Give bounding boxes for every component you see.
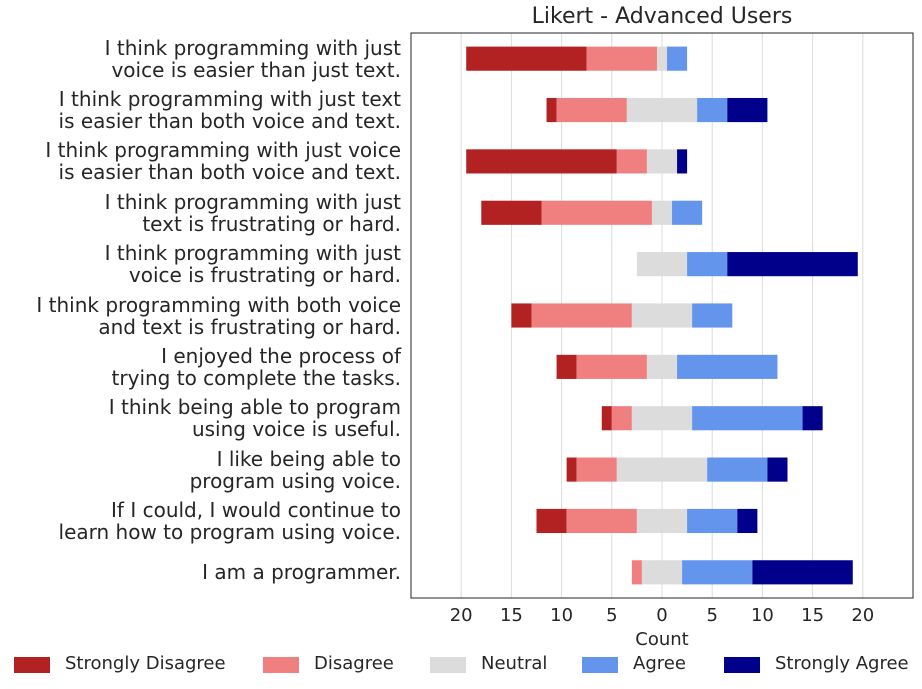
bar-segment <box>707 457 768 482</box>
y-tick-label: I think programming with just voice is e… <box>104 35 401 82</box>
legend-label: Strongly Agree <box>775 653 909 674</box>
bar-segment <box>626 97 698 123</box>
bars-group <box>466 46 858 585</box>
x-tick-label: 15 <box>500 605 523 626</box>
bar-segment <box>511 303 532 328</box>
bar-segment <box>692 406 803 431</box>
bar-segment <box>641 560 683 585</box>
bar-segment <box>727 97 768 123</box>
bar-segment <box>697 97 728 123</box>
bar-segment <box>576 354 647 379</box>
bar-segment <box>636 252 688 277</box>
bar-segment <box>667 46 688 71</box>
bar-segment <box>536 508 567 534</box>
bar-segment <box>576 457 617 482</box>
legend-label: Agree <box>633 653 686 674</box>
bar-segment <box>586 46 657 71</box>
bar-segment <box>682 560 753 585</box>
bar-segment <box>481 200 542 225</box>
bar-segment <box>566 508 637 534</box>
legend-label: Neutral <box>481 653 548 674</box>
bar-segment <box>767 457 788 482</box>
bar-segment <box>672 200 703 225</box>
bar-segment <box>656 46 668 71</box>
x-tick-label: 0 <box>656 605 667 626</box>
bar-segment <box>531 303 632 328</box>
bar-segment <box>631 560 642 585</box>
bar-segment <box>466 149 617 174</box>
y-tick-label: I think being able to program using voic… <box>108 395 401 442</box>
y-tick-label: I think programming with both voice and … <box>36 292 401 339</box>
bar-segment <box>611 406 632 431</box>
bar-segment <box>631 406 693 431</box>
bar-segment <box>646 149 678 174</box>
legend-swatch <box>14 657 50 673</box>
legend-label: Disagree <box>314 653 394 674</box>
legend-swatch <box>263 657 299 673</box>
bar-segment <box>636 508 688 534</box>
bar-segment <box>616 457 708 482</box>
bar-segment <box>566 457 577 482</box>
bar-segment <box>802 406 823 431</box>
x-tick-label: 10 <box>550 605 573 626</box>
x-tick-labels: 20 15 10 5 0 5 10 15 20 <box>450 605 875 626</box>
legend: Strongly Disagree Disagree Neutral Agree Str… <box>0 652 922 680</box>
bar-segment <box>687 508 738 534</box>
bar-segment <box>556 97 627 123</box>
bar-segment <box>616 149 647 174</box>
bar-segment <box>541 200 652 225</box>
y-tick-label: I like being able to program using voice… <box>189 446 401 493</box>
y-tick-label: I enjoyed the process of trying to compl… <box>111 343 401 390</box>
bar-segment <box>677 354 778 379</box>
y-tick-label: I think programming with just voice is f… <box>104 241 401 288</box>
bar-segment <box>646 354 678 379</box>
bar-segment <box>752 560 853 585</box>
bar-segment <box>631 303 693 328</box>
legend-label: Strongly Disagree <box>65 653 226 674</box>
bar-segment <box>466 46 587 71</box>
legend-swatch <box>430 657 466 673</box>
bar-segment <box>737 508 758 534</box>
bar-segment <box>601 406 612 431</box>
chart-title: Likert - Advanced Users <box>532 4 793 29</box>
bar-segment <box>692 303 733 328</box>
bar-segment <box>556 354 577 379</box>
x-tick-label: 15 <box>801 605 824 626</box>
y-tick-label: I think programming with just text is ea… <box>58 87 401 134</box>
x-tick-label: 20 <box>450 605 473 626</box>
y-tick-label: I think programming with just text is fr… <box>104 189 401 236</box>
bar-segment <box>546 97 557 123</box>
x-tick-label: 10 <box>751 605 774 626</box>
bar-segment <box>651 200 673 225</box>
legend-swatch <box>724 657 760 673</box>
bar-segment <box>677 149 688 174</box>
x-tick-label: 5 <box>606 605 617 626</box>
bar-segment <box>727 252 858 277</box>
bar-segment <box>687 252 728 277</box>
legend-swatch <box>582 657 618 673</box>
y-tick-label: If I could, I would continue to learn ho… <box>58 497 401 544</box>
x-tick-label: 5 <box>706 605 717 626</box>
x-tick-label: 20 <box>851 605 874 626</box>
x-axis-label: Count <box>635 629 688 650</box>
y-tick-label: I think programming with just voice is e… <box>45 138 401 185</box>
y-tick-label: I am a programmer. <box>202 560 401 585</box>
plot-frame <box>410 32 914 599</box>
